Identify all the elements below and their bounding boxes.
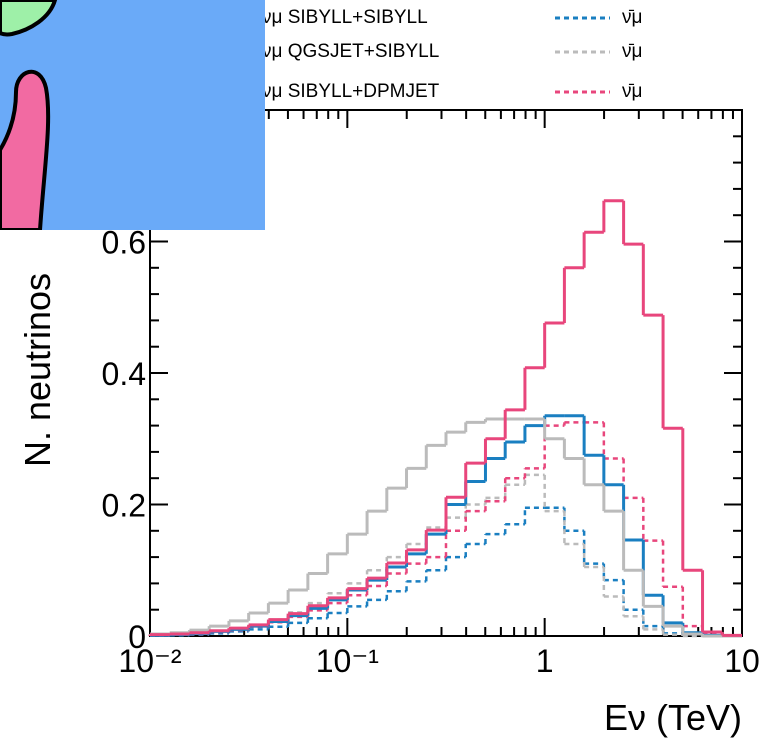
x-axis-label: Eν (TeV) — [604, 697, 742, 738]
overlay-image — [0, 0, 265, 230]
x-tick-label: 10⁻¹ — [316, 643, 379, 679]
y-tick-label: 0.4 — [102, 356, 146, 392]
legend-label: ν̄μ — [622, 7, 642, 28]
legend-label: ν̄μ — [622, 41, 642, 62]
histogram-series — [148, 417, 742, 638]
y-tick-label: 0.6 — [102, 225, 146, 261]
y-tick-label: 0 — [128, 619, 146, 655]
x-tick-label: 1 — [536, 643, 554, 679]
legend-label: νμ SIBYLL+DPMJET — [262, 81, 440, 102]
y-tick-label: 0.2 — [102, 488, 146, 524]
pink-blob — [0, 69, 51, 230]
legend-label: νμ SIBYLL+SIBYLL — [262, 7, 428, 28]
green-blob — [0, 0, 58, 37]
y-axis-label: N. neutrinos — [17, 273, 58, 467]
legend-label: ν̄μ — [622, 81, 642, 102]
x-tick-label: 10⁻² — [118, 643, 181, 679]
histogram-series — [148, 199, 742, 637]
legend-label: νμ QGSJET+SIBYLL — [262, 41, 439, 62]
x-tick-label: 10 — [724, 643, 760, 679]
